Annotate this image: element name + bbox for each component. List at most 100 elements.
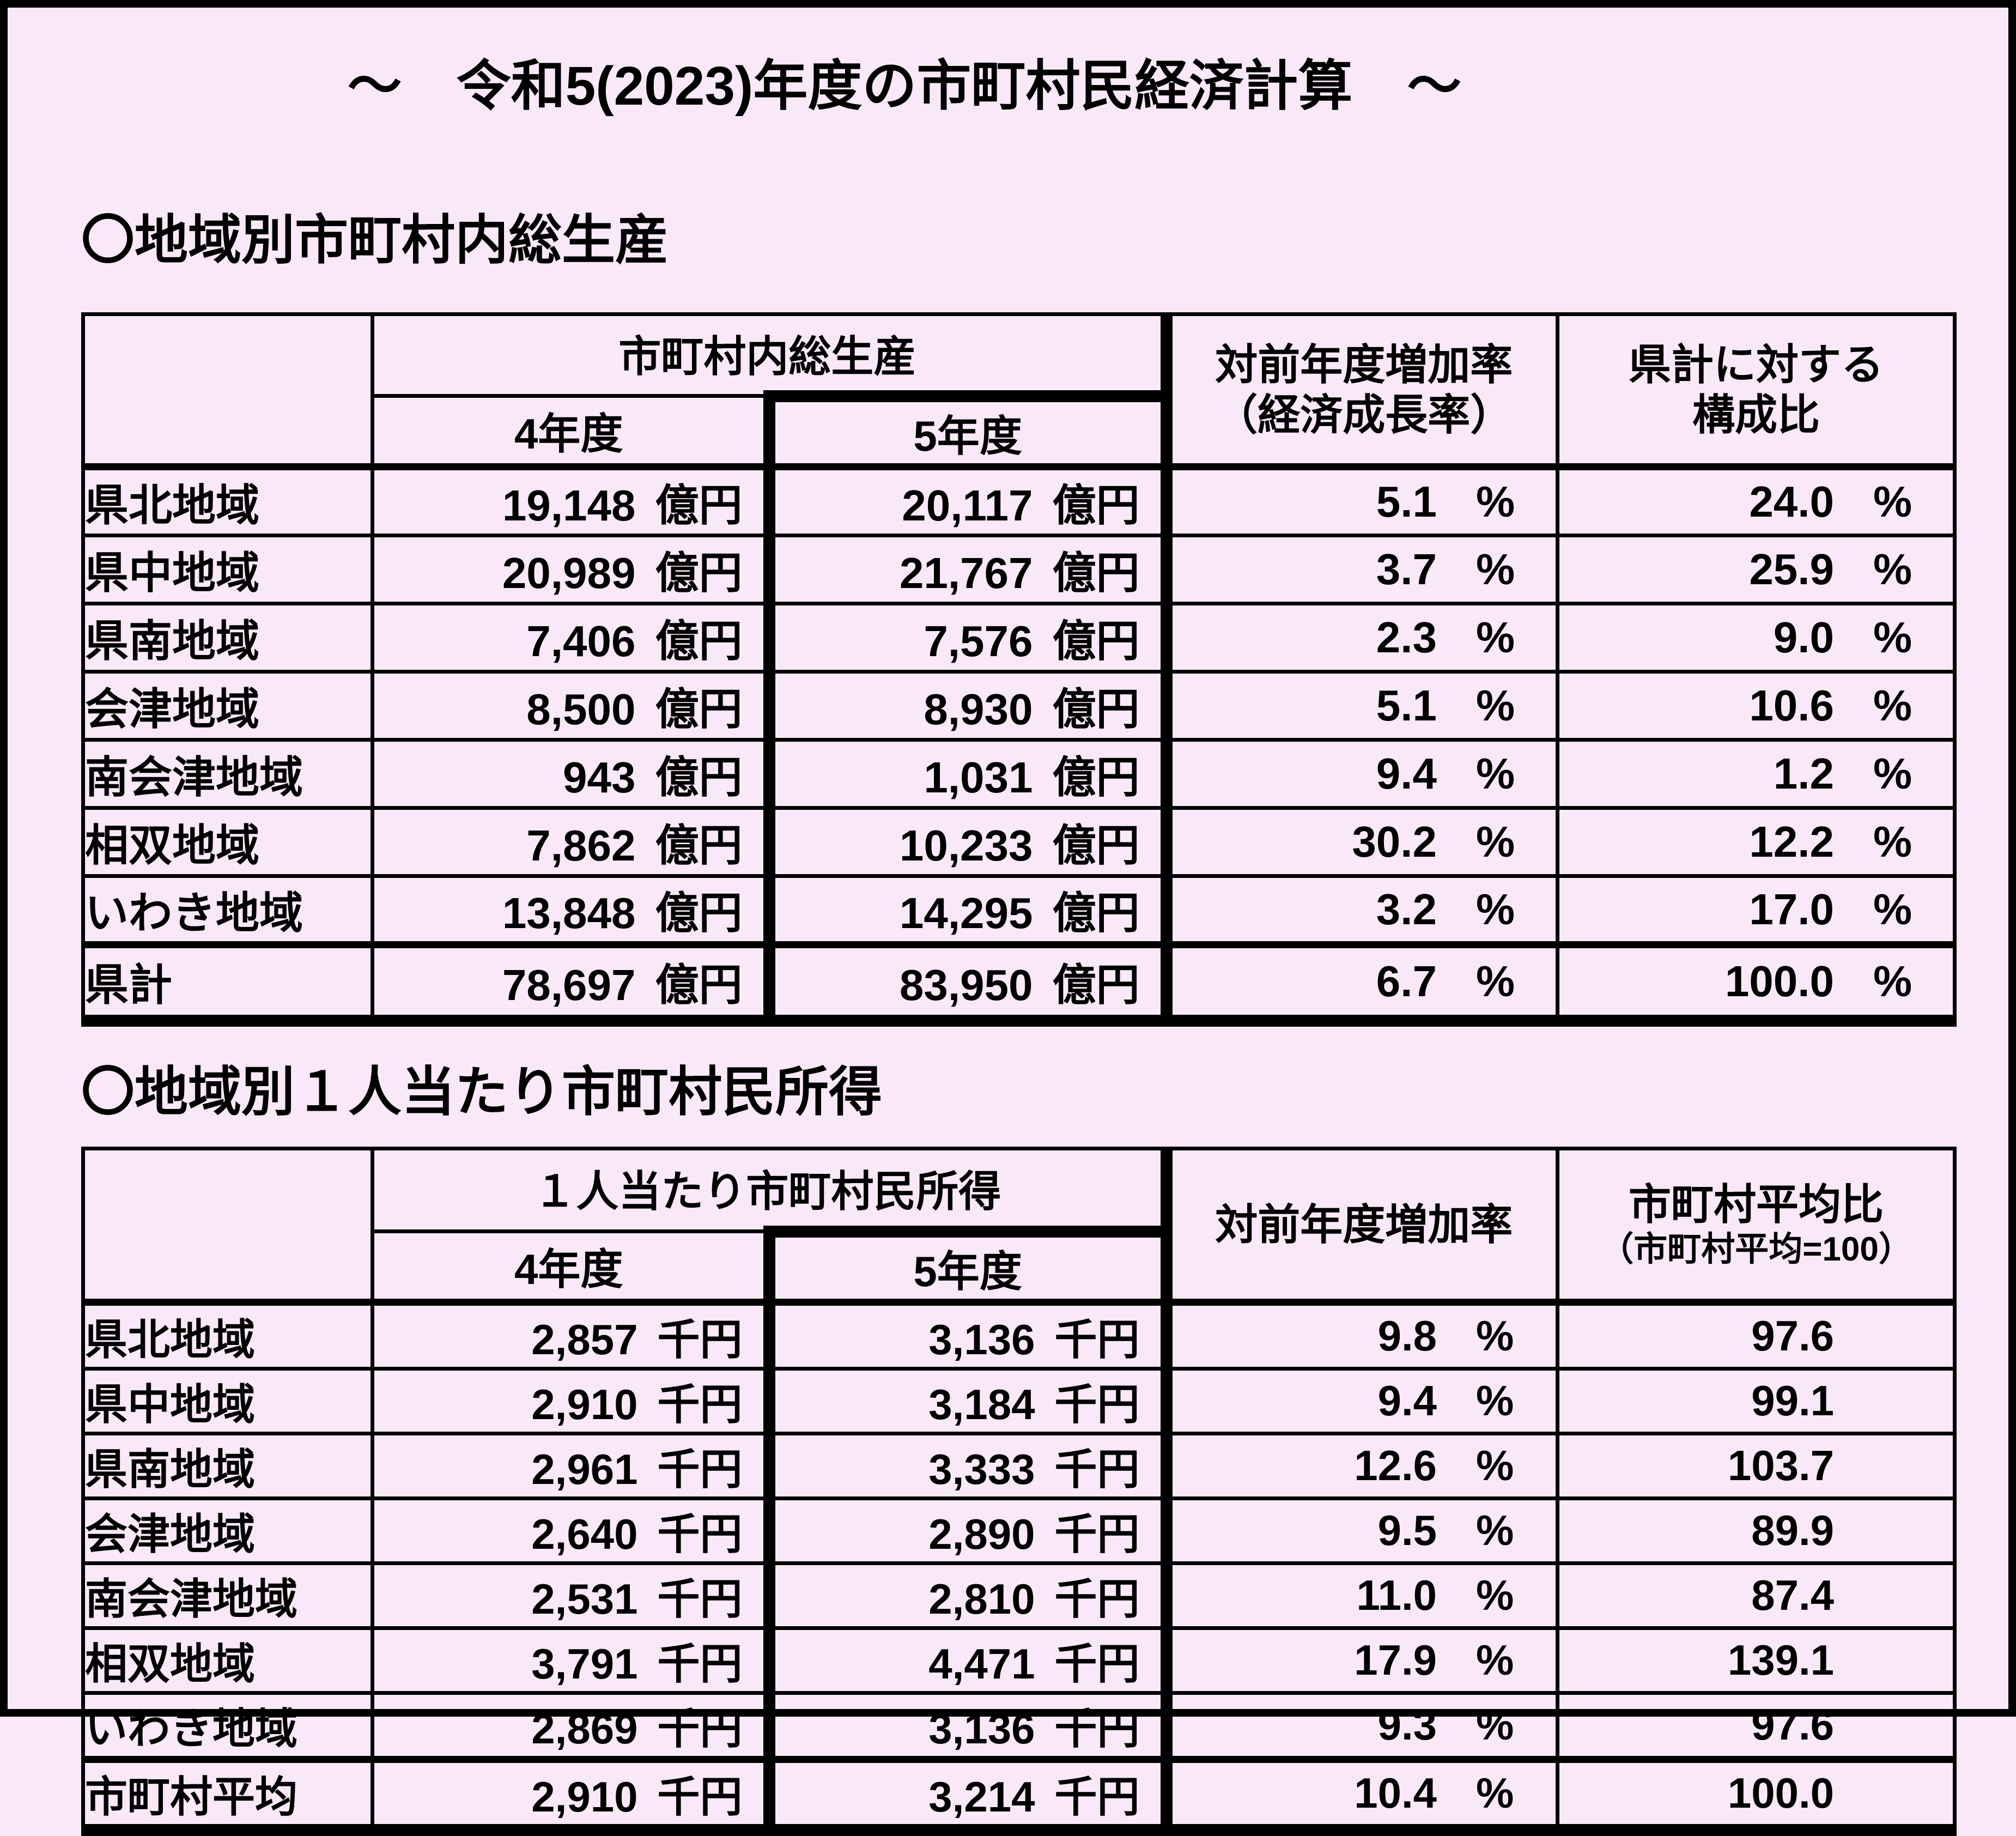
income-group-header: １人当たり市町村民所得	[370, 1147, 1173, 1233]
gdp-year5-value-cell: 14,295 億円	[763, 874, 1173, 947]
gdp-share-header-line1: 県計に対する	[1629, 340, 1884, 389]
region-label: いわき地域	[81, 874, 374, 947]
gdp-share-header: 県計に対する 構成比	[1556, 312, 1957, 470]
income-year5-value-cell: 2,890 千円	[763, 1496, 1173, 1565]
gdp-year4-value-cell: 7,406 億円	[371, 601, 771, 674]
table-row: 県北地域 2,857 千円 3,136 千円 9.8% 97.6	[81, 1300, 1957, 1371]
table-row: 南会津地域 2,531 千円 2,810 千円 11.0% 87.4	[81, 1561, 1957, 1630]
table-row: 県南地域 2,961 千円 3,333 千円 12.6% 103.7	[81, 1431, 1957, 1500]
income-year5-value-cell: 3,136 千円	[763, 1300, 1173, 1371]
income-ratio-value-cell: 99.1	[1556, 1366, 1957, 1435]
gdp-year5-value-cell: 7,576 億円	[763, 601, 1173, 674]
income-growth-header-line1: 対前年度増加率	[1215, 1200, 1513, 1249]
gdp-growth-value-cell: 2.3%	[1164, 601, 1560, 674]
gdp-share-value-cell: 25.9%	[1556, 533, 1957, 605]
gdp-year5-value-cell: 21,767 億円	[763, 533, 1173, 605]
gdp-group-header: 市町村内総生産	[370, 312, 1173, 398]
income-growth-header: 対前年度増加率	[1164, 1147, 1560, 1306]
gdp-growth-header-line1: 対前年度増加率	[1215, 340, 1513, 389]
gdp-share-value-cell: 1.2%	[1556, 737, 1957, 810]
income-ratio-header-line1: 市町村平均比	[1629, 1180, 1884, 1229]
income-year4-value-cell: 2,910 千円	[371, 1366, 771, 1435]
income-growth-value-cell: 9.3%	[1164, 1690, 1560, 1761]
gdp-year5-value-cell: 1,031 億円	[763, 737, 1173, 810]
gdp-year4-value-cell: 13,848 億円	[371, 874, 771, 947]
table-row: 相双地域 7,862 億円 10,233 億円 30.2% 12.2%	[81, 805, 1957, 878]
table-row: 相双地域 3,791 千円 4,471 千円 17.9% 139.1	[81, 1626, 1957, 1695]
income-ratio-value-cell: 97.6	[1556, 1300, 1957, 1371]
gdp-growth-value-cell: 3.2%	[1164, 874, 1560, 947]
gdp-by-region-table: 市町村内総生産 対前年度増加率 （経済成長率） 県計に対する 構成比 4年度 5…	[81, 312, 1957, 1027]
gdp-growth-value-cell: 3.7%	[1164, 533, 1560, 605]
income-year4-value-cell: 2,869 千円	[371, 1690, 771, 1761]
income-growth-value-cell: 10.4%	[1164, 1755, 1560, 1836]
gdp-share-value-cell: 17.0%	[1556, 874, 1957, 947]
table-row: 県中地域 2,910 千円 3,184 千円 9.4% 99.1	[81, 1366, 1957, 1435]
region-label: 県南地域	[81, 601, 374, 674]
gdp-year5-value-cell: 20,117 億円	[763, 464, 1173, 537]
income-ratio-value-cell: 97.6	[1556, 1690, 1957, 1761]
gdp-year4-value-cell: 943 億円	[371, 737, 771, 810]
table-row: 会津地域 2,640 千円 2,890 千円 9.5% 89.9	[81, 1496, 1957, 1565]
table-row: 県中地域 20,989 億円 21,767 億円 3.7% 25.9%	[81, 533, 1957, 605]
region-label: 県中地域	[81, 1366, 374, 1435]
region-label: 県北地域	[81, 464, 374, 537]
region-label: 南会津地域	[81, 737, 374, 810]
income-year5-header: 5年度	[763, 1225, 1173, 1306]
table-row: 市町村平均 2,910 千円 3,214 千円 10.4% 100.0	[81, 1755, 1957, 1836]
income-year4-header: 4年度	[371, 1229, 771, 1306]
income-ratio-value-cell: 100.0	[1556, 1755, 1957, 1836]
income-year5-value-cell: 3,214 千円	[763, 1755, 1173, 1836]
gdp-growth-value-cell: 5.1%	[1164, 669, 1560, 742]
gdp-share-value-cell: 100.0%	[1556, 941, 1957, 1027]
income-ratio-header: 市町村平均比 （市町村平均=100）	[1556, 1147, 1957, 1306]
gdp-growth-header-line2: （経済成長率）	[1215, 390, 1513, 439]
income-ratio-value-cell: 103.7	[1556, 1431, 1957, 1500]
region-label: 県計	[81, 941, 374, 1027]
page-title: ～ 令和5(2023)年度の市町村民経済計算 ～	[347, 56, 1462, 117]
gdp-growth-header: 対前年度増加率 （経済成長率）	[1164, 312, 1560, 470]
income-year4-value-cell: 2,531 千円	[371, 1561, 771, 1630]
gdp-share-value-cell: 12.2%	[1556, 805, 1957, 878]
gdp-growth-value-cell: 9.4%	[1164, 737, 1560, 810]
region-header-cell	[81, 312, 374, 470]
income-growth-value-cell: 11.0%	[1164, 1561, 1560, 1630]
gdp-year5-value-cell: 83,950 億円	[763, 941, 1173, 1027]
table-row: 県北地域 19,148 億円 20,117 億円 5.1% 24.0%	[81, 464, 1957, 537]
income-year4-value-cell: 2,910 千円	[371, 1755, 771, 1836]
region-label: 県北地域	[81, 1300, 374, 1371]
income-year4-value-cell: 3,791 千円	[371, 1626, 771, 1695]
gdp-share-value-cell: 9.0%	[1556, 601, 1957, 674]
income-growth-value-cell: 17.9%	[1164, 1626, 1560, 1695]
income-ratio-value-cell: 89.9	[1556, 1496, 1957, 1565]
gdp-year5-header: 5年度	[763, 390, 1173, 470]
region-label: いわき地域	[81, 1690, 374, 1761]
region-label: 県南地域	[81, 1431, 374, 1500]
table-row: いわき地域 13,848 億円 14,295 億円 3.2% 17.0%	[81, 874, 1957, 947]
region-label: 県中地域	[81, 533, 374, 605]
income-year4-value-cell: 2,857 千円	[371, 1300, 771, 1371]
gdp-year5-value-cell: 10,233 億円	[763, 805, 1173, 878]
income-growth-value-cell: 9.8%	[1164, 1300, 1560, 1371]
gdp-year4-value-cell: 78,697 億円	[371, 941, 771, 1027]
gdp-share-value-cell: 10.6%	[1556, 669, 1957, 742]
gdp-year4-value-cell: 20,989 億円	[371, 533, 771, 605]
gdp-year4-value-cell: 19,148 億円	[371, 464, 771, 537]
table-row: 県計 78,697 億円 83,950 億円 6.7% 100.0%	[81, 941, 1957, 1027]
table-row: いわき地域 2,869 千円 3,136 千円 9.3% 97.6	[81, 1690, 1957, 1761]
income-year4-value-cell: 2,961 千円	[371, 1431, 771, 1500]
gdp-share-header-line2: 構成比	[1692, 390, 1820, 439]
income-year5-value-cell: 3,333 千円	[763, 1431, 1173, 1500]
income-year5-value-cell: 3,184 千円	[763, 1366, 1173, 1435]
region-label: 相双地域	[81, 805, 374, 878]
income-year5-value-cell: 3,136 千円	[763, 1690, 1173, 1761]
region-label: 南会津地域	[81, 1561, 374, 1630]
income-ratio-value-cell: 139.1	[1556, 1626, 1957, 1695]
income-year4-value-cell: 2,640 千円	[371, 1496, 771, 1565]
gdp-growth-value-cell: 6.7%	[1164, 941, 1560, 1027]
gdp-year4-value-cell: 7,862 億円	[371, 805, 771, 878]
income-ratio-value-cell: 87.4	[1556, 1561, 1957, 1630]
region-header-cell	[81, 1147, 374, 1306]
region-label: 市町村平均	[81, 1755, 374, 1836]
income-growth-value-cell: 12.6%	[1164, 1431, 1560, 1500]
